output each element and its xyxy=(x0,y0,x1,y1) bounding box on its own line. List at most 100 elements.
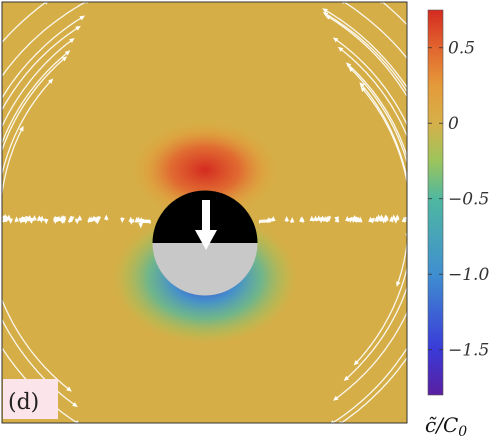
streamline xyxy=(2,125,24,199)
streamline xyxy=(91,215,97,222)
colorbar-tick-label: 0.5 xyxy=(448,39,475,59)
streamlines xyxy=(2,2,407,423)
streamline xyxy=(333,310,407,401)
streamline xyxy=(129,218,135,225)
streamline xyxy=(359,82,407,182)
streamline xyxy=(23,218,29,225)
streamline xyxy=(309,215,315,222)
plot-area: (d) xyxy=(2,2,407,423)
streamline xyxy=(8,217,14,224)
streamline xyxy=(320,215,325,222)
streamline xyxy=(2,56,68,153)
streamline xyxy=(381,217,386,224)
streamline xyxy=(2,25,81,112)
colorbar-label: c̃/C0 xyxy=(425,413,467,440)
streamline xyxy=(391,214,397,221)
streamline xyxy=(316,215,322,222)
streamline xyxy=(52,217,58,224)
streamline xyxy=(322,12,407,93)
streamline xyxy=(59,218,65,225)
streamline xyxy=(329,347,407,423)
streamline xyxy=(53,216,59,223)
streamline xyxy=(2,50,71,145)
streamline xyxy=(27,215,32,222)
streamline xyxy=(313,215,318,222)
streamline xyxy=(383,214,388,221)
streamline xyxy=(343,285,407,382)
colorbar-tick-label: −0.5 xyxy=(448,190,489,210)
streamline xyxy=(32,215,37,222)
streamline xyxy=(325,216,331,223)
streamline xyxy=(405,233,407,239)
streamline xyxy=(77,215,83,222)
streamline xyxy=(39,215,45,222)
streamline xyxy=(36,215,42,222)
streamline xyxy=(394,214,400,221)
streamline xyxy=(337,46,407,138)
streamline xyxy=(103,214,109,221)
streamline xyxy=(18,217,24,224)
streamline xyxy=(43,218,49,225)
streamline xyxy=(370,217,376,224)
colorbar-tick-label: 0 xyxy=(448,114,459,134)
colorbar-strip xyxy=(427,9,444,396)
streamline xyxy=(20,216,26,223)
streamline xyxy=(14,216,20,223)
streamline xyxy=(284,215,290,222)
streamline xyxy=(345,215,350,222)
streamline xyxy=(74,218,80,225)
streamline xyxy=(24,215,30,222)
streamline xyxy=(2,37,75,129)
streamline xyxy=(325,15,407,98)
streamline xyxy=(374,216,379,223)
streamline xyxy=(396,238,407,287)
colorbar-tick-label: −1.5 xyxy=(448,341,489,361)
streamline xyxy=(348,217,353,224)
streamline xyxy=(353,265,407,366)
streamline xyxy=(69,215,75,222)
streamline xyxy=(6,214,12,221)
streamline xyxy=(378,2,407,26)
streamline xyxy=(337,356,407,423)
streamline xyxy=(332,37,407,126)
streamline xyxy=(299,216,305,223)
streamline xyxy=(2,15,85,100)
streamline xyxy=(88,216,94,223)
streamline xyxy=(134,217,141,224)
streamline xyxy=(56,215,62,222)
streamline xyxy=(323,216,328,223)
colorbar-tick-label: −1.0 xyxy=(448,265,489,285)
streamline xyxy=(138,219,151,229)
streamline xyxy=(368,216,373,223)
streamline xyxy=(94,218,100,225)
streamline xyxy=(2,2,91,78)
streamline xyxy=(334,216,340,223)
streamline xyxy=(2,318,78,408)
streamline xyxy=(378,215,384,222)
colorbar-ticks: 0.5 0 −0.5 −1.0 −1.5 xyxy=(428,39,489,361)
streamline xyxy=(2,215,7,222)
streamline xyxy=(322,8,407,89)
panel-label-box: (d) xyxy=(3,379,58,419)
panel-label: (d) xyxy=(8,390,39,415)
particle xyxy=(152,190,258,296)
streamline xyxy=(29,217,34,224)
colorbar: 0.5 0 −0.5 −1.0 −1.5 c̃/C0 xyxy=(425,9,489,440)
streamline xyxy=(353,215,359,222)
streamline xyxy=(289,217,295,224)
streamline xyxy=(2,2,50,44)
streamline xyxy=(67,216,73,223)
high-concentration-region xyxy=(127,118,283,222)
streamline xyxy=(2,298,72,392)
streamline xyxy=(2,78,54,178)
streamline xyxy=(393,217,399,224)
plot-frame xyxy=(1,1,408,424)
streamline xyxy=(389,216,394,223)
streamline xyxy=(401,216,407,223)
streamline xyxy=(360,86,407,186)
streamline xyxy=(258,217,271,224)
particle-direction-arrow-icon xyxy=(195,200,217,250)
streamline xyxy=(405,217,407,223)
streamline xyxy=(357,216,363,223)
